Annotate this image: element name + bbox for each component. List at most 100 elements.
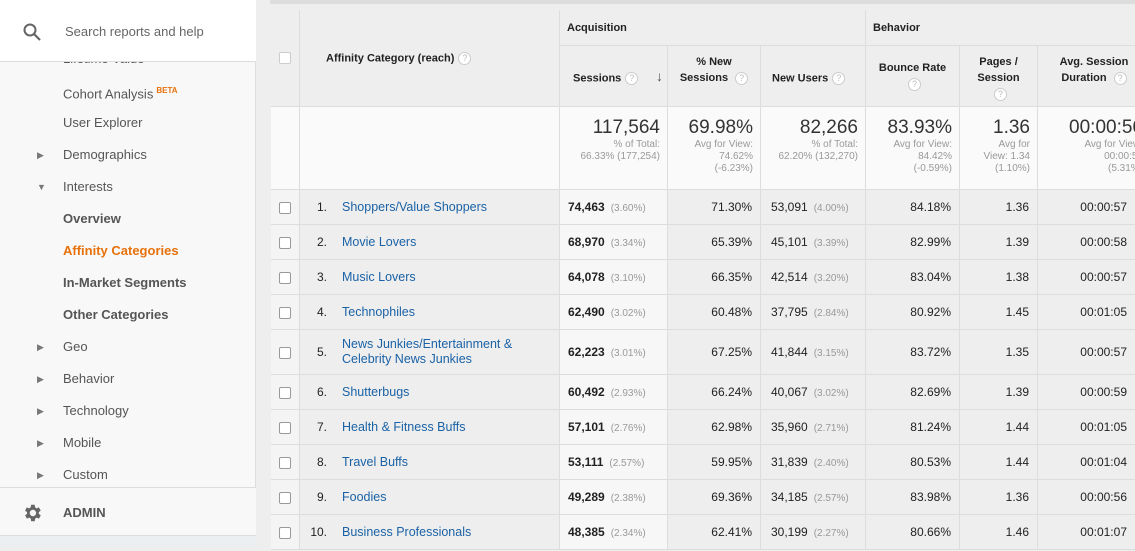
total-duration: 00:00:56Avg for View:00:00:53(5.31%) xyxy=(1038,107,1135,190)
total-value: 1.36 xyxy=(993,117,1030,138)
category-link[interactable]: Shutterbugs xyxy=(342,385,410,399)
sidebar-item-geo[interactable]: ▶ Geo xyxy=(0,337,256,357)
category-link[interactable]: Business Professionals xyxy=(342,525,472,539)
row-rank: 1. xyxy=(316,200,327,214)
category-link[interactable]: Travel Buffs xyxy=(342,455,408,469)
total-note: % of Total: xyxy=(613,139,660,150)
table-row-bounce: 80.92% xyxy=(866,295,960,330)
column-header-bounce[interactable]: Bounce Rate ? xyxy=(866,46,960,107)
bounce-value: 81.24% xyxy=(910,420,951,434)
duration-value: 00:01:07 xyxy=(1080,525,1127,539)
row-checkbox[interactable] xyxy=(279,236,291,249)
table-row-bounce: 80.66% xyxy=(866,515,960,550)
row-rank: 9. xyxy=(316,490,327,504)
column-header-new-users[interactable]: New Users? xyxy=(761,46,866,107)
help-icon[interactable]: ? xyxy=(908,77,921,91)
total-note: Avg for View: xyxy=(1084,139,1135,150)
total-note: (1.10%) xyxy=(994,163,1030,174)
row-checkbox[interactable] xyxy=(279,201,291,214)
category-link[interactable]: Foodies xyxy=(342,490,387,504)
sidebar-item-label: In-Market Segments xyxy=(63,275,187,290)
acquisition-group: Acquisition xyxy=(560,10,866,46)
sidebar-item-cohort-analysis[interactable]: Cohort Analysis BETA xyxy=(0,81,256,101)
sidebar-item-label: Demographics xyxy=(63,147,147,162)
help-icon[interactable]: ? xyxy=(1113,71,1127,85)
table-row-new-users: 41,844 (3.15%) xyxy=(761,330,866,375)
help-icon[interactable]: ? xyxy=(458,52,472,65)
row-checkbox[interactable] xyxy=(279,526,291,539)
sidebar-item-custom[interactable]: ▶ Custom xyxy=(0,465,256,485)
total-note: 00:00:53 xyxy=(1104,151,1135,162)
total-note: (-6.23%) xyxy=(714,163,753,174)
category-link[interactable]: Music Lovers xyxy=(342,270,416,284)
row-checkbox[interactable] xyxy=(279,421,291,434)
help-icon[interactable]: ? xyxy=(735,71,749,85)
total-note: 84.42% xyxy=(918,151,952,162)
category-link[interactable]: Movie Lovers xyxy=(342,235,417,249)
column-header-pages[interactable]: Pages / Session ? xyxy=(960,46,1038,107)
new-users-value: 40,067 xyxy=(771,385,808,399)
sidebar-item-mobile[interactable]: ▶ Mobile xyxy=(0,433,256,453)
sidebar-item-user-explorer[interactable]: User Explorer xyxy=(0,113,256,133)
row-checkbox[interactable] xyxy=(279,346,291,359)
column-header-sessions[interactable]: Sessions? ↓ xyxy=(560,46,668,107)
row-checkbox[interactable] xyxy=(279,386,291,399)
column-header-duration[interactable]: Avg. Session Duration ? xyxy=(1038,46,1135,107)
help-icon[interactable]: ? xyxy=(625,72,639,85)
table-row-duration: 00:00:57 xyxy=(1038,190,1135,225)
new-sessions-value: 66.35% xyxy=(711,270,752,284)
row-rank: 8. xyxy=(316,455,327,469)
column-header-new-sessions[interactable]: % New Sessions ? xyxy=(668,46,761,107)
search-input[interactable]: Search reports and help xyxy=(65,24,204,39)
total-note: View: 1.34 xyxy=(983,151,1030,162)
sidebar-item-label: Cohort Analysis BETA xyxy=(63,86,178,102)
pages-value: 1.35 xyxy=(1005,345,1029,359)
bounce-value: 83.98% xyxy=(910,490,951,504)
duration-value: 00:00:57 xyxy=(1080,200,1127,214)
table-row-pages: 1.36 xyxy=(960,480,1038,515)
row-checkbox-cell xyxy=(271,225,300,260)
table-row-pages: 1.45 xyxy=(960,295,1038,330)
total-value: 69.98% xyxy=(688,117,753,138)
category-link[interactable]: Shoppers/Value Shoppers xyxy=(342,200,488,214)
caret-right-icon: ▶ xyxy=(37,406,44,416)
select-all-checkbox[interactable] xyxy=(279,52,291,64)
row-checkbox[interactable] xyxy=(279,271,291,284)
help-icon[interactable]: ? xyxy=(994,87,1007,101)
group-acquisition: Acquisition xyxy=(567,22,627,34)
sidebar-item-interests[interactable]: ▼ Interests xyxy=(0,177,256,197)
search-bar[interactable]: Search reports and help xyxy=(0,0,256,62)
sidebar-item-behavior[interactable]: ▶ Behavior xyxy=(0,369,256,389)
row-checkbox[interactable] xyxy=(279,306,291,319)
category-link[interactable]: Health & Fitness Buffs xyxy=(342,420,466,434)
duration-value: 00:00:58 xyxy=(1080,235,1127,249)
table-row-sessions: 57,101 (2.76%) xyxy=(560,410,668,445)
table-row-duration: 00:01:05 xyxy=(1038,410,1135,445)
sessions-pct: (3.01%) xyxy=(610,348,646,359)
pages-value: 1.46 xyxy=(1005,525,1029,539)
table-row-pages: 1.36 xyxy=(960,190,1038,225)
total-note: 62.20% (132,270) xyxy=(778,151,858,162)
category-link[interactable]: Technophiles xyxy=(342,305,415,319)
row-checkbox[interactable] xyxy=(279,456,291,469)
bounce-value: 83.72% xyxy=(910,345,951,359)
admin-button[interactable]: ADMIN xyxy=(0,487,256,535)
sidebar-item-affinity-categories[interactable]: Affinity Categories xyxy=(0,241,256,261)
row-checkbox[interactable] xyxy=(279,491,291,504)
dimension-header[interactable]: Affinity Category (reach) xyxy=(326,52,455,65)
bounce-value: 84.18% xyxy=(910,200,951,214)
table-row-dimension: 6. Shutterbugs xyxy=(300,375,560,410)
sidebar-item-technology[interactable]: ▶ Technology xyxy=(0,401,256,421)
table-row-new-sessions: 71.30% xyxy=(668,190,761,225)
sidebar-item-label: Technology xyxy=(63,403,129,418)
sidebar-item-demographics[interactable]: ▶ Demographics xyxy=(0,145,256,165)
new-users-pct: (2.84%) xyxy=(813,308,849,319)
category-link[interactable]: News Junkies/Entertainment & Celebrity N… xyxy=(342,337,513,366)
help-icon[interactable]: ? xyxy=(832,72,846,85)
sidebar-item-in-market-segments[interactable]: In-Market Segments xyxy=(0,273,256,293)
table-row-new-sessions: 65.39% xyxy=(668,225,761,260)
sidebar-item-other-categories[interactable]: Other Categories xyxy=(0,305,256,325)
sessions-pct: (2.38%) xyxy=(610,493,646,504)
sessions-pct: (2.93%) xyxy=(610,388,646,399)
sidebar-item-overview[interactable]: Overview xyxy=(0,209,256,229)
